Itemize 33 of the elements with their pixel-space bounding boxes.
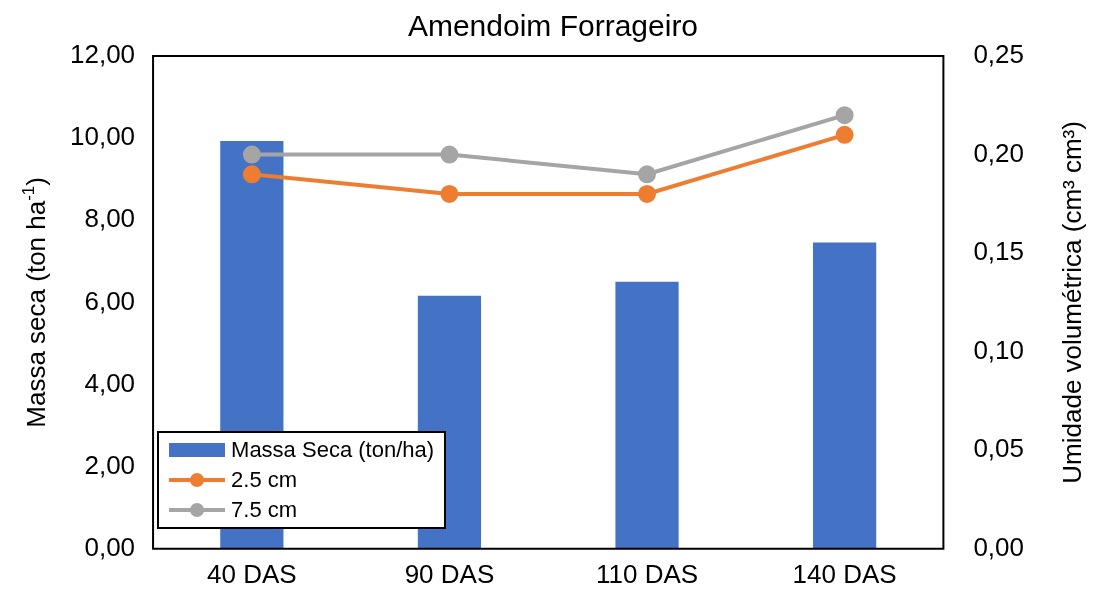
bar [615, 281, 679, 549]
point [242, 165, 261, 184]
legend-label: 7.5 cm [231, 496, 298, 523]
y2-tick-label: 0,00 [973, 531, 1025, 562]
x-tick-label: 40 DAS [207, 558, 297, 589]
y-axis-title: Massa seca (ton ha-1) [18, 177, 52, 428]
x-tick-label: 110 DAS [595, 558, 699, 589]
point [835, 125, 854, 144]
y2-tick-label: 0,20 [973, 137, 1025, 168]
y2-axis-title: Umidade volumétrica (cm³ cm³) [1057, 121, 1088, 484]
point [638, 165, 657, 184]
y-tick-label: 2,00 [84, 449, 136, 480]
point [638, 184, 657, 203]
x-tick-label: 90 DAS [404, 558, 495, 589]
y-tick-label: 10,00 [69, 121, 136, 152]
y2-tick-label: 0,05 [973, 433, 1025, 464]
bar [812, 242, 877, 549]
point [835, 106, 854, 125]
y2-tick-label: 0,15 [973, 236, 1025, 267]
y-tick-label: 12,00 [69, 39, 136, 70]
x-tick-label: 140 DAS [792, 558, 897, 589]
point [440, 145, 459, 164]
y-tick-label: 0,00 [84, 531, 136, 562]
legend-label: 2.5 cm [231, 466, 298, 493]
y-tick-label: 4,00 [84, 367, 136, 398]
y2-tick-label: 0,10 [973, 334, 1025, 365]
point [242, 145, 261, 164]
chart-title: Amendoim Forrageiro [407, 9, 699, 43]
legend-label: Massa Seca (ton/ha) [231, 436, 435, 463]
y-tick-label: 8,00 [84, 203, 136, 234]
y-tick-label: 6,00 [84, 285, 136, 316]
y2-tick-label: 0,25 [973, 39, 1025, 70]
point [440, 184, 459, 203]
